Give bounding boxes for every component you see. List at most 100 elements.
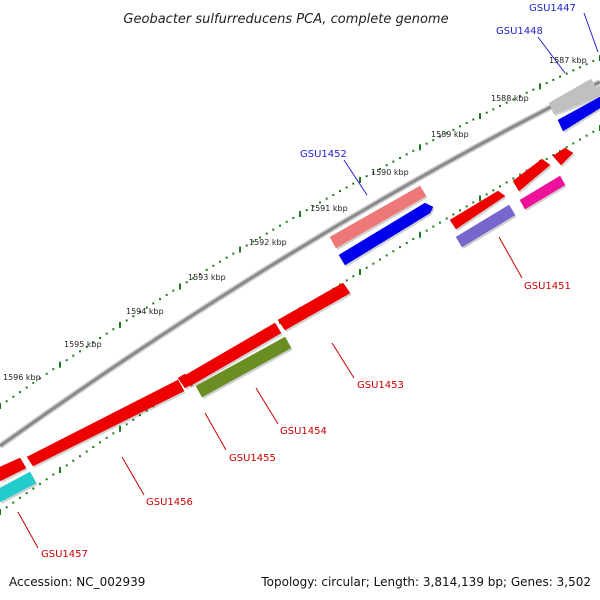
gene-arrow[interactable]	[26, 379, 186, 468]
major-tick	[479, 195, 481, 202]
minor-tick	[19, 496, 21, 499]
minor-tick	[425, 229, 428, 232]
scale-label: 1595 kbp	[64, 340, 102, 349]
minor-tick	[12, 395, 15, 398]
minor-tick	[5, 506, 8, 509]
scale-labels: 1587 kbp 1588 kbp 1589 kbp 1590 kbp 1591…	[3, 56, 587, 382]
gene-label[interactable]: GSU1451	[524, 281, 571, 292]
minor-tick	[212, 264, 215, 267]
gene-body	[557, 96, 600, 132]
minor-tick	[492, 108, 495, 111]
minor-tick	[545, 82, 548, 85]
gene-arrow[interactable]	[0, 457, 28, 483]
minor-tick	[139, 310, 141, 313]
major-tick	[119, 425, 121, 432]
gene-arrow[interactable]	[512, 158, 552, 193]
minor-tick	[192, 277, 195, 280]
scale-label: 1590 kbp	[371, 168, 409, 177]
gene-arrow[interactable]	[277, 282, 352, 332]
scale-label: 1593 kbp	[188, 273, 226, 282]
minor-tick	[572, 69, 575, 72]
minor-tick	[205, 268, 208, 271]
minor-tick	[345, 186, 348, 189]
gene-label[interactable]: GSU1456	[146, 497, 193, 508]
gene-label[interactable]: GSU1448	[496, 26, 543, 37]
minor-tick	[405, 242, 408, 244]
major-tick	[59, 361, 61, 368]
major-tick	[359, 176, 361, 183]
scale-label: 1591 kbp	[310, 204, 348, 213]
minor-tick	[392, 160, 395, 163]
minor-tick	[252, 240, 255, 243]
genome-summary: Topology: circular; Length: 3,814,139 bp…	[260, 575, 591, 589]
gene-label[interactable]: GSU1457	[41, 549, 88, 560]
minor-tick	[519, 173, 521, 176]
gene-label[interactable]: GSU1452	[300, 149, 347, 160]
gene-arrow[interactable]	[557, 96, 600, 133]
major-tick	[539, 83, 541, 90]
gene-arrow[interactable]	[177, 373, 194, 390]
minor-tick	[505, 181, 508, 184]
major-tick	[299, 211, 301, 217]
minor-tick	[559, 75, 561, 78]
minor-tick	[72, 459, 75, 462]
gene-label[interactable]: GSU1455	[229, 453, 276, 464]
minor-tick	[379, 167, 381, 170]
minor-tick	[312, 205, 315, 208]
callout-line	[331, 342, 355, 379]
minor-tick	[512, 177, 515, 180]
gene-label[interactable]: GSU1447	[529, 3, 576, 14]
minor-tick	[345, 279, 348, 282]
gene-body	[0, 471, 37, 503]
minor-tick	[305, 209, 308, 212]
minor-tick	[365, 266, 368, 269]
minor-tick	[39, 482, 41, 485]
minor-tick	[399, 246, 401, 249]
minor-tick	[465, 205, 468, 208]
minor-tick	[132, 418, 135, 421]
major-tick	[239, 246, 241, 253]
minor-tick	[92, 446, 95, 448]
gene-label[interactable]: GSU1454	[280, 426, 327, 437]
gene-arrow[interactable]	[195, 336, 293, 399]
minor-tick	[265, 232, 268, 235]
callout-line	[121, 456, 145, 496]
label-callouts	[17, 12, 599, 549]
gene-label[interactable]: GSU1453	[357, 380, 404, 391]
gene-arrow[interactable]	[338, 202, 435, 267]
minor-tick	[159, 298, 161, 301]
minor-tick	[399, 157, 401, 159]
minor-tick	[352, 275, 355, 278]
gene-arrow[interactable]	[449, 190, 507, 231]
minor-tick	[152, 302, 155, 305]
major-tick	[0, 509, 1, 515]
minor-tick	[32, 381, 35, 384]
minor-tick	[39, 377, 41, 380]
gene-arrow[interactable]	[329, 185, 428, 250]
minor-tick	[365, 175, 368, 178]
gene-arrow[interactable]	[519, 175, 567, 211]
minor-tick	[472, 118, 475, 121]
minor-tick	[485, 193, 488, 196]
minor-tick	[139, 414, 141, 417]
minor-tick	[585, 134, 588, 137]
minor-tick	[319, 201, 321, 204]
major-tick	[179, 283, 181, 290]
gene-arrow[interactable]	[0, 471, 38, 504]
minor-tick	[499, 185, 501, 188]
minor-tick	[552, 78, 555, 81]
gene-body	[449, 190, 506, 230]
gene-arrow[interactable]	[552, 147, 575, 167]
minor-tick	[85, 450, 88, 453]
minor-tick	[99, 441, 101, 444]
minor-tick	[65, 359, 68, 362]
minor-tick	[79, 455, 81, 458]
callout-line	[255, 387, 279, 425]
minor-tick	[432, 225, 435, 228]
minor-tick	[52, 368, 55, 371]
minor-tick	[412, 237, 415, 240]
gene-body	[338, 202, 434, 266]
gene-arrow[interactable]	[455, 204, 517, 249]
gene-arrow[interactable]	[548, 78, 600, 116]
